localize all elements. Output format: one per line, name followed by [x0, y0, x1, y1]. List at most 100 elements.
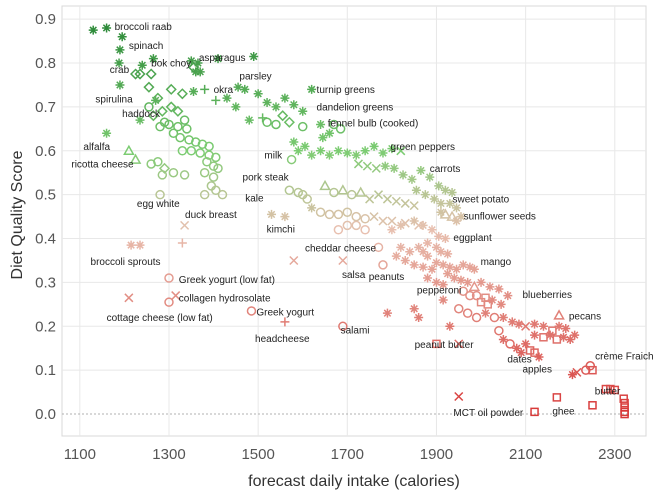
- data-point-138: [400, 198, 410, 208]
- data-point-241: [494, 325, 504, 336]
- x-tick-label-2: 1500: [241, 446, 274, 463]
- point-label-19: egg white: [137, 199, 180, 210]
- data-point-101: [360, 146, 370, 156]
- data-point-11: [193, 58, 203, 68]
- data-point-275: [280, 317, 290, 327]
- data-point-244: [588, 365, 597, 375]
- data-point-160: [360, 225, 370, 235]
- data-point-240: [505, 339, 515, 349]
- data-point-231: [570, 330, 580, 340]
- data-point-153: [369, 212, 379, 222]
- data-point-30: [144, 102, 154, 112]
- data-point-58: [211, 185, 221, 196]
- data-point-178: [391, 251, 401, 261]
- data-point-115: [434, 181, 444, 191]
- data-point-224: [561, 324, 571, 333]
- data-point-54: [213, 163, 223, 174]
- data-point-145: [267, 209, 277, 219]
- data-point-209: [483, 300, 492, 309]
- data-point-128: [452, 216, 462, 226]
- data-point-81: [271, 119, 281, 130]
- point-label-32: collagen hydrosolate: [179, 293, 271, 304]
- y-tick-label-5: 0.5: [35, 187, 56, 204]
- x-tick-label-4: 1900: [420, 446, 453, 463]
- y-axis-title: Diet Quality Score: [9, 150, 26, 279]
- data-point-135: [373, 190, 384, 200]
- point-label-6: okra: [214, 85, 234, 96]
- data-point-37: [155, 121, 165, 132]
- data-point-9: [134, 68, 146, 80]
- data-point-137: [391, 196, 401, 206]
- data-point-64: [153, 157, 163, 167]
- point-label-25: eggplant: [453, 233, 492, 244]
- data-point-173: [414, 242, 424, 252]
- data-point-104: [387, 144, 397, 154]
- data-point-175: [423, 251, 433, 261]
- data-point-193: [463, 277, 473, 287]
- point-label-2: bok choy: [151, 59, 191, 70]
- data-point-136: [382, 194, 392, 204]
- data-point-264: [454, 339, 464, 349]
- point-label-24: broccoli sprouts: [91, 257, 161, 268]
- data-point-73: [244, 115, 254, 125]
- data-point-88: [324, 128, 334, 138]
- data-point-216: [498, 313, 508, 323]
- data-point-179: [400, 255, 410, 265]
- data-point-65: [158, 162, 171, 174]
- point-label-0: broccoli raab: [115, 22, 173, 33]
- y-tick-label-2: 0.2: [35, 318, 56, 335]
- point-label-13: green peppers: [391, 142, 456, 153]
- y-tick-label-9: 0.9: [35, 11, 56, 28]
- data-point-80: [262, 117, 272, 128]
- data-point-192: [456, 275, 466, 285]
- data-point-217: [507, 317, 517, 327]
- point-label-5: parsley: [239, 72, 271, 83]
- data-point-190: [443, 269, 453, 279]
- data-point-234: [512, 343, 522, 353]
- data-point-46: [204, 141, 214, 152]
- data-point-4: [114, 58, 124, 68]
- point-label-1: spinach: [129, 41, 163, 52]
- data-point-100: [351, 150, 361, 160]
- data-point-70: [102, 128, 112, 138]
- data-point-67: [179, 170, 190, 180]
- data-point-268: [378, 260, 388, 270]
- data-point-170: [431, 242, 441, 252]
- data-point-146: [307, 203, 317, 213]
- data-point-171: [436, 247, 446, 257]
- data-point-36: [179, 115, 190, 125]
- data-point-87: [318, 133, 328, 143]
- data-point-155: [387, 216, 397, 226]
- point-labels: broccoli raab spinach bok choy asparagus cra…: [71, 22, 653, 419]
- data-point-182: [427, 264, 437, 274]
- data-point-172: [443, 249, 453, 259]
- grid: [62, 6, 646, 436]
- data-point-232: [530, 330, 540, 340]
- y-tick-label-8: 0.8: [35, 55, 56, 72]
- data-point-25: [189, 87, 199, 97]
- data-point-235: [516, 348, 526, 358]
- data-point-174: [418, 247, 428, 257]
- data-point-116: [440, 185, 450, 195]
- data-point-133: [354, 186, 367, 197]
- data-point-78: [289, 100, 299, 110]
- data-point-86: [316, 119, 326, 129]
- data-point-184: [438, 260, 448, 270]
- data-point-1: [102, 23, 112, 33]
- point-label-16: carrots: [430, 164, 461, 175]
- data-point-260: [414, 313, 424, 323]
- point-label-23: kimchi: [267, 224, 295, 235]
- x-tick-label-0: 1100: [64, 446, 96, 463]
- data-point-51: [211, 152, 221, 163]
- data-point-126: [439, 208, 452, 219]
- data-point-154: [378, 216, 388, 226]
- data-point-270: [164, 273, 174, 283]
- data-point-18: [240, 84, 250, 94]
- data-point-225: [553, 309, 565, 320]
- data-point-273: [124, 293, 134, 303]
- data-point-255: [588, 401, 597, 410]
- data-point-39: [173, 121, 183, 132]
- data-point-110: [389, 163, 399, 173]
- data-point-68: [157, 170, 168, 180]
- data-point-272: [164, 297, 174, 307]
